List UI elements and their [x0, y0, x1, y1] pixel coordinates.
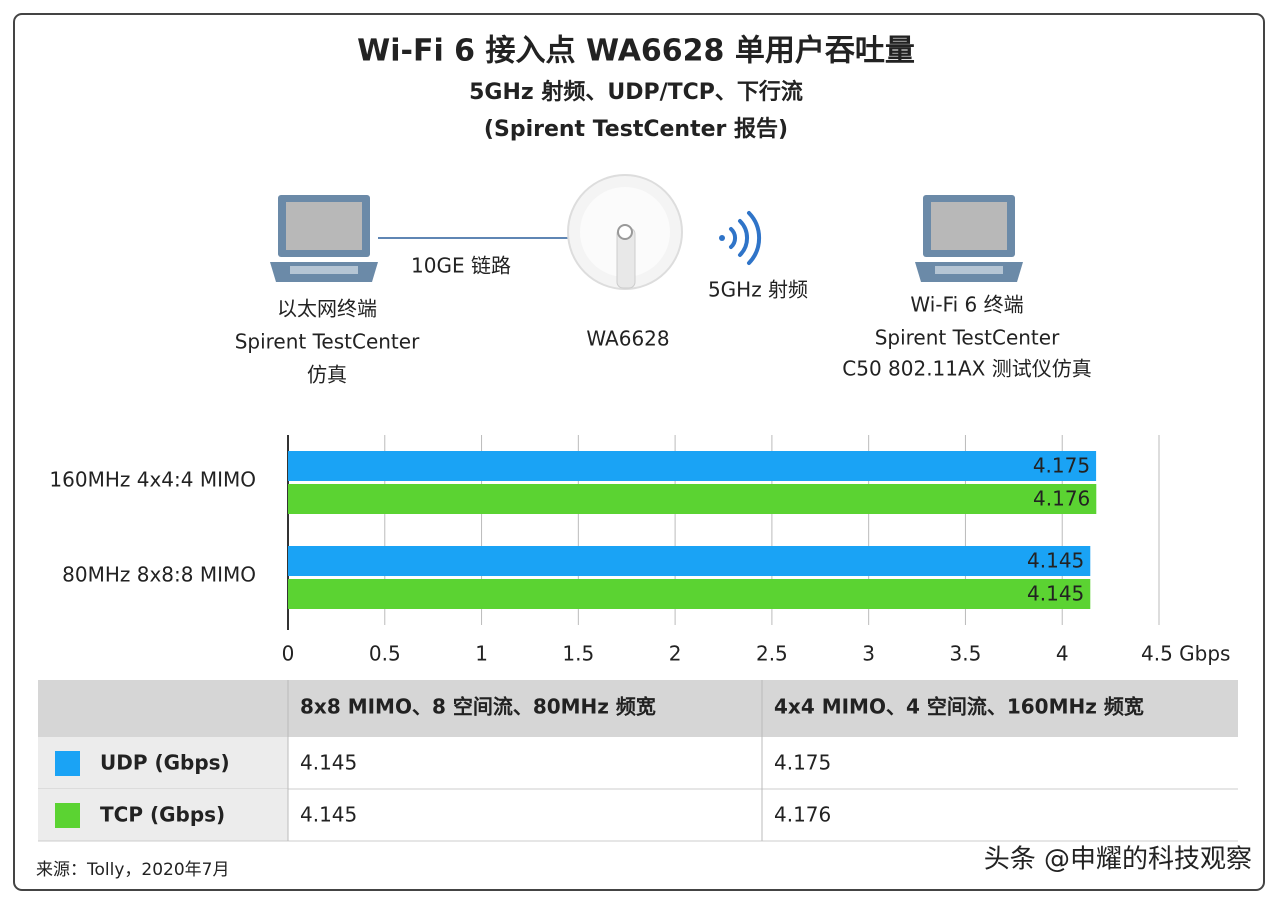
table: 8x8 MIMO、8 空间流、80MHz 频宽 4x4 MIMO、4 空间流、16… — [38, 680, 1238, 842]
x-tick-label: 4 — [1056, 642, 1069, 666]
x-tick-label: 0.5 — [369, 642, 401, 666]
source: 来源：Tolly，2020年7月 — [36, 860, 229, 880]
left-label: Spirent TestCenter — [235, 330, 420, 354]
x-tick-label: 4.5 Gbps — [1141, 642, 1230, 666]
bar-chart: 0 0.5 1 1.5 2 2.5 3 3.5 4 4.5 Gbps 160MHz 4x4:4 MI… — [49, 435, 1230, 666]
right-label: C50 802.11AX 测试仪仿真 — [842, 357, 1092, 381]
x-tick-label: 0 — [282, 642, 295, 666]
wifi-icon — [719, 211, 762, 265]
y-tick-label: 160MHz 4x4:4 MIMO — [49, 468, 256, 492]
legend-label: UDP (Gbps) — [100, 751, 230, 775]
value-label: 4.145 — [1027, 582, 1084, 606]
link-label: 10GE 链路 — [411, 254, 511, 278]
right-label: Wi-Fi 6 终端 — [910, 293, 1023, 317]
x-tick-label: 1 — [475, 642, 488, 666]
title: Wi-Fi 6 接入点 WA6628 单用户吞吐量 — [357, 34, 915, 69]
table-cell: 4.145 — [300, 803, 357, 827]
value-label: 4.145 — [1027, 549, 1084, 573]
column-header: 4x4 MIMO、4 空间流、160MHz 频宽 — [774, 695, 1144, 719]
table-cell: 4.176 — [774, 803, 831, 827]
bar — [288, 484, 1097, 514]
subtitle: 5GHz 射频、UDP/TCP、下行流 — [469, 79, 803, 105]
ap-label: WA6628 — [586, 327, 669, 351]
x-tick-label: 3 — [862, 642, 875, 666]
x-tick-label: 2.5 — [756, 642, 788, 666]
table-cell: 4.145 — [300, 751, 357, 775]
y-tick-label: 80MHz 8x8:8 MIMO — [62, 563, 256, 587]
legend-swatch — [55, 803, 80, 828]
right-laptop — [915, 195, 1023, 282]
left-label: 以太网终端 — [277, 297, 377, 321]
radio-label: 5GHz 射频 — [708, 278, 808, 302]
access-point — [567, 174, 683, 290]
bar — [288, 451, 1097, 481]
legend-swatch — [55, 751, 80, 776]
x-tick-label: 2 — [669, 642, 682, 666]
bar — [288, 579, 1091, 609]
note: (Spirent TestCenter 报告) — [484, 117, 788, 142]
x-tick-label: 1.5 — [562, 642, 594, 666]
left-laptop — [270, 195, 378, 282]
table-cell: 4.175 — [774, 751, 831, 775]
value-label: 4.175 — [1033, 454, 1090, 478]
column-header: 8x8 MIMO、8 空间流、80MHz 频宽 — [300, 695, 656, 719]
legend-label: TCP (Gbps) — [100, 803, 225, 827]
left-label: 仿真 — [307, 363, 347, 387]
watermark: 头条 @申耀的科技观察 — [984, 845, 1252, 875]
right-label: Spirent TestCenter — [875, 326, 1060, 350]
bar — [288, 546, 1091, 576]
table-header-bg — [38, 680, 1238, 737]
value-label: 4.176 — [1033, 487, 1090, 511]
x-tick-label: 3.5 — [950, 642, 982, 666]
